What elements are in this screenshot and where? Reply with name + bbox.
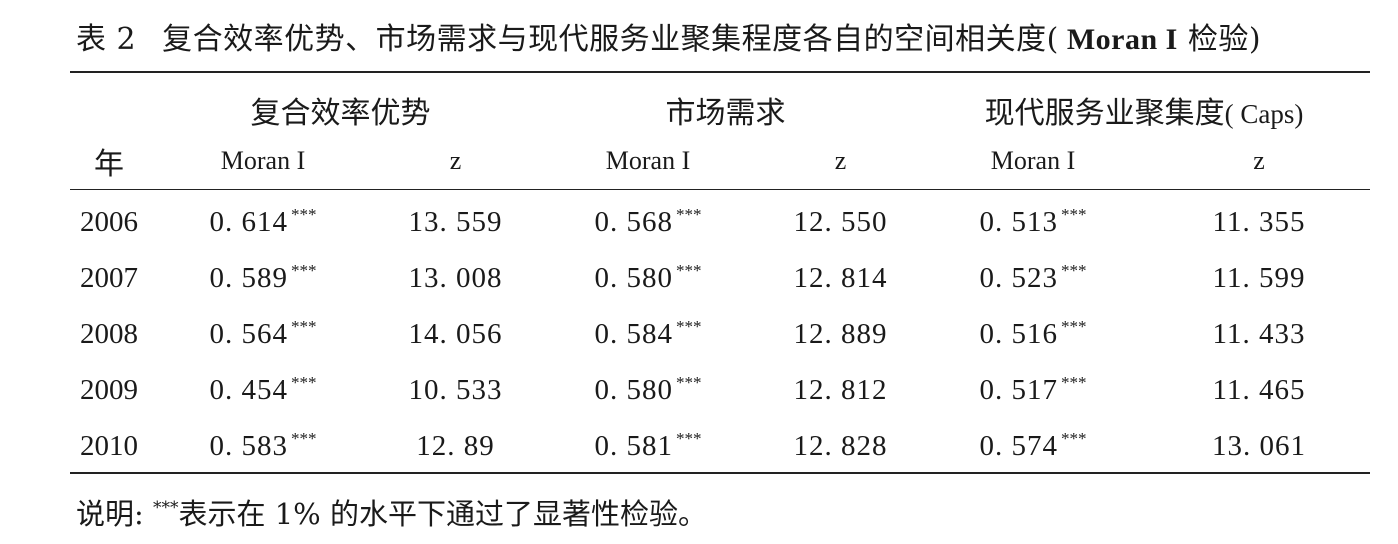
z-cell: 12. 828	[793, 429, 888, 462]
moran-cell: 0. 513 ***	[918, 190, 1148, 250]
moran-value: 0. 584	[594, 318, 673, 350]
moran-cell: 0. 564 ***	[148, 306, 378, 362]
z-cell: 13. 061	[1212, 429, 1306, 462]
significance-stars: ***	[676, 317, 702, 336]
moran-cell: 0. 584 ***	[533, 306, 763, 362]
header-rule	[70, 189, 1370, 190]
group-header-efficiency: 复合效率优势	[250, 96, 431, 131]
year-cell: 2008	[80, 317, 138, 350]
significance-stars: ***	[291, 317, 317, 336]
z-cell: 12. 550	[793, 205, 888, 238]
moran-cell: 0. 583 ***	[148, 418, 378, 474]
moran-header-3: Moran I	[990, 146, 1076, 175]
year-cell: 2009	[80, 373, 138, 406]
year-cell: 2006	[80, 205, 138, 238]
z-cell: 11. 355	[1212, 205, 1306, 238]
moran-value: 0. 564	[209, 318, 288, 350]
year-cell: 2007	[80, 261, 138, 294]
caption-text: 复合效率优势、市场需求与现代服务业聚集程度各自的空间相关度(	[162, 22, 1059, 57]
moran-table: 复合效率优势 市场需求 现代服务业聚集度( Caps) 年 Moran I z …	[70, 72, 1370, 474]
moran-value: 0. 583	[209, 430, 288, 462]
moran-value: 0. 568	[594, 206, 673, 238]
moran-cell: 0. 589 ***	[148, 250, 378, 306]
year-header: 年	[94, 147, 124, 182]
moran-cell: 0. 523 ***	[918, 250, 1148, 306]
table-row: 2009 0. 454 *** 10. 533 0. 580 *** 12. 812…	[70, 362, 1370, 418]
moran-cell: 0. 516 ***	[918, 306, 1148, 362]
moran-cell: 0. 580 ***	[533, 362, 763, 418]
moran-cell: 0. 580 ***	[533, 250, 763, 306]
significance-stars: ***	[1061, 429, 1087, 448]
group-header-services-label: 现代服务业聚集度	[984, 96, 1225, 131]
z-cell: 10. 533	[408, 373, 503, 406]
z-cell: 11. 599	[1212, 261, 1306, 294]
moran-cell: 0. 568 ***	[533, 190, 763, 250]
group-header-market: 市场需求	[665, 96, 786, 131]
group-header-services-suffix: ( Caps)	[1224, 99, 1304, 129]
significance-stars: ***	[1061, 205, 1087, 224]
bottom-rule	[70, 472, 1370, 474]
significance-stars: ***	[676, 373, 702, 392]
significance-stars: ***	[1061, 317, 1087, 336]
table-note: 说明: ***表示在 1% 的水平下通过了显著性检验。	[76, 486, 707, 536]
z-cell: 12. 889	[793, 317, 888, 350]
significance-stars: ***	[676, 261, 702, 280]
moran-value: 0. 589	[209, 262, 288, 294]
note-prefix: 说明:	[76, 497, 153, 531]
z-cell: 13. 008	[408, 261, 503, 294]
z-cell: 11. 465	[1212, 373, 1306, 406]
moran-value: 0. 580	[594, 374, 673, 406]
corner-cell	[70, 72, 148, 132]
significance-stars: ***	[291, 261, 317, 280]
moran-cell: 0. 574 ***	[918, 418, 1148, 474]
significance-stars: ***	[291, 205, 317, 224]
moran-value: 0. 574	[979, 430, 1058, 462]
moran-value: 0. 523	[979, 262, 1058, 294]
moran-cell: 0. 454 ***	[148, 362, 378, 418]
column-header-row: 年 Moran I z Moran I z Moran I z	[70, 132, 1370, 190]
z-cell: 12. 812	[793, 373, 888, 406]
moran-value: 0. 454	[209, 374, 288, 406]
significance-stars: ***	[1061, 373, 1087, 392]
z-header-3: z	[1253, 146, 1265, 175]
table-caption: 表 2 复合效率优势、市场需求与现代服务业聚集程度各自的空间相关度( Moran …	[76, 18, 1261, 62]
significance-stars: ***	[1061, 261, 1087, 280]
z-cell: 14. 056	[408, 317, 503, 350]
group-header-row: 复合效率优势 市场需求 现代服务业聚集度( Caps)	[70, 72, 1370, 132]
table-number: 表 2	[76, 22, 137, 57]
significance-stars: ***	[291, 373, 317, 392]
year-cell: 2010	[80, 429, 138, 462]
moran-header-1: Moran I	[220, 146, 306, 175]
caption-tail: 检验)	[1177, 22, 1262, 57]
z-cell: 11. 433	[1212, 317, 1306, 350]
moran-value: 0. 513	[979, 206, 1058, 238]
moran-value: 0. 614	[209, 206, 288, 238]
moran-cell: 0. 517 ***	[918, 362, 1148, 418]
moran-value: 0. 581	[594, 430, 673, 462]
z-cell: 12. 814	[793, 261, 888, 294]
significance-stars: ***	[676, 205, 702, 224]
significance-stars: ***	[676, 429, 702, 448]
group-header-services: 现代服务业聚集度( Caps)	[918, 72, 1370, 132]
moran-value: 0. 517	[979, 374, 1058, 406]
caption-bold: Moran I	[1058, 23, 1178, 56]
moran-cell: 0. 614 ***	[148, 190, 378, 250]
z-cell: 12. 89	[416, 429, 495, 462]
moran-value: 0. 516	[979, 318, 1058, 350]
table-row: 2008 0. 564 *** 14. 056 0. 584 *** 12. 889…	[70, 306, 1370, 362]
moran-cell: 0. 581 ***	[533, 418, 763, 474]
z-header-2: z	[834, 146, 847, 175]
table-row: 2006 0. 614 *** 13. 559 0. 568 *** 12. 550…	[70, 190, 1370, 250]
z-cell: 13. 559	[408, 205, 503, 238]
z-header-1: z	[449, 146, 462, 175]
top-rule	[70, 71, 1370, 73]
note-stars: ***	[153, 498, 179, 518]
moran-header-2: Moran I	[605, 146, 691, 175]
moran-value: 0. 580	[594, 262, 673, 294]
note-text: 表示在 1% 的水平下通过了显著性检验。	[178, 497, 707, 531]
table-row: 2007 0. 589 *** 13. 008 0. 580 *** 12. 814…	[70, 250, 1370, 306]
table-row: 2010 0. 583 *** 12. 89 0. 581 *** 12. 828 …	[70, 418, 1370, 474]
significance-stars: ***	[291, 429, 317, 448]
